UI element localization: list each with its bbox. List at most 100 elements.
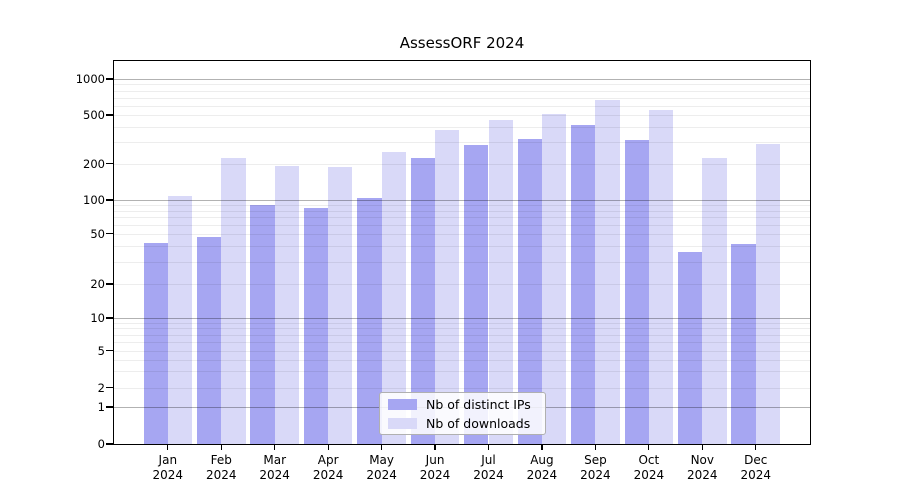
gridline-minor [114, 233, 810, 235]
gridline-minor [114, 350, 810, 352]
bar-downloads-jun [435, 129, 460, 444]
x-tick-mark [274, 444, 276, 450]
bar-downloads-mar [274, 166, 299, 444]
gridline-major [114, 318, 810, 319]
bar-downloads-dec [755, 144, 781, 444]
bar-distinct-ips-mar [250, 205, 275, 444]
x-tick-mark [648, 444, 650, 450]
bar-downloads-oct [648, 110, 674, 444]
x-tick-label-jul: Jul 2024 [473, 453, 504, 482]
gridline-minor [114, 163, 810, 165]
gridline-minor [114, 115, 810, 116]
x-tick-label-feb: Feb 2024 [205, 453, 237, 482]
x-tick-mark [701, 444, 703, 450]
legend-label-distinct-ips: Nb of distinct IPs [426, 396, 531, 412]
bar-distinct-ips-nov [678, 251, 703, 444]
gridline-minor [114, 322, 810, 324]
bar-downloads-sep [595, 99, 620, 444]
gridline-minor [114, 97, 810, 99]
x-tick-label-apr: Apr 2024 [312, 453, 344, 482]
x-tick-label-jan: Jan 2024 [152, 453, 184, 482]
x-tick-label-sep: Sep 2024 [580, 453, 611, 482]
x-tick-label-jun: Jun 2024 [419, 453, 451, 482]
gridline-minor [114, 284, 810, 285]
x-tick-label-aug: Aug 2024 [526, 453, 558, 482]
bar-downloads-jan [167, 195, 193, 444]
x-tick-mark [755, 444, 757, 450]
gridline-minor [114, 245, 810, 247]
gridline-major [114, 79, 810, 80]
gridline-minor [114, 126, 810, 128]
y-tick-mark [106, 199, 114, 201]
bar-distinct-ips-oct [624, 140, 649, 444]
bar-downloads-jul [488, 120, 513, 444]
y-tick-mark [106, 386, 114, 389]
x-tick-mark [487, 444, 490, 450]
y-tick-mark [106, 349, 114, 352]
legend-item-distinct-ips: Nb of distinct IPs [388, 396, 537, 412]
x-tick-label-dec: Dec 2024 [740, 453, 772, 482]
y-tick-mark [106, 232, 114, 235]
gridline-minor [114, 224, 810, 226]
legend-swatch-distinct-ips [388, 398, 417, 410]
x-tick-label-mar: Mar 2024 [259, 453, 290, 482]
bar-distinct-ips-may [357, 197, 382, 444]
chart-title: AssessORF 2024 [399, 34, 525, 52]
y-tick-label: 500 [83, 108, 105, 122]
y-tick-mark [106, 114, 114, 116]
bar-downloads-feb [221, 157, 246, 444]
y-tick-label: 10 [90, 311, 105, 325]
y-tick-label: 50 [90, 226, 105, 241]
gridline-minor [114, 142, 810, 144]
x-tick-mark [167, 444, 169, 450]
y-tick-mark [106, 317, 114, 319]
gridline-minor [114, 90, 810, 92]
x-tick-label-nov: Nov 2024 [687, 453, 718, 482]
x-tick-mark [327, 444, 329, 450]
y-tick-label: 0 [97, 437, 105, 451]
gridline-minor [114, 334, 810, 336]
y-tick-label: 100 [83, 193, 105, 207]
plot-area: Nb of distinct IPs Nb of downloads [113, 60, 811, 445]
y-tick-mark [106, 162, 114, 165]
bar-distinct-ips-jan [143, 243, 168, 444]
y-tick-label: 200 [83, 156, 105, 171]
bar-distinct-ips-apr [303, 208, 329, 444]
bar-downloads-apr [328, 167, 353, 444]
x-tick-mark [220, 444, 222, 450]
y-tick-mark [106, 283, 114, 285]
gridline-minor [114, 84, 810, 86]
legend-label-downloads: Nb of downloads [426, 415, 531, 431]
x-tick-label-oct: Oct 2024 [633, 453, 665, 482]
gridline-minor [114, 210, 810, 212]
gridline-minor [114, 261, 810, 263]
y-tick-label: 20 [90, 277, 105, 291]
bar-downloads-nov [702, 157, 727, 444]
y-tick-mark [106, 443, 114, 445]
x-tick-label-may: May 2024 [366, 453, 397, 482]
x-tick-mark [594, 444, 596, 450]
bar-downloads-aug [541, 114, 567, 444]
y-tick-mark [106, 406, 114, 408]
gridline-minor [114, 205, 810, 207]
legend: Nb of distinct IPs Nb of downloads [379, 392, 546, 435]
x-tick-mark [541, 444, 543, 450]
y-tick-mark [106, 78, 114, 80]
bar-distinct-ips-feb [196, 236, 222, 444]
gridline-minor [114, 328, 810, 330]
gridline-minor [114, 371, 810, 373]
gridline-minor [114, 387, 810, 389]
gridline-minor [114, 359, 810, 361]
legend-item-downloads: Nb of downloads [388, 415, 537, 431]
legend-swatch-downloads [388, 417, 417, 429]
y-tick-label: 1 [97, 400, 105, 414]
gridline-minor [114, 341, 810, 343]
bar-distinct-ips-dec [731, 244, 756, 444]
y-tick-label: 2 [97, 380, 105, 395]
y-tick-label: 5 [97, 343, 105, 358]
gridline-minor [114, 217, 810, 219]
gridline-minor [114, 105, 810, 107]
x-tick-mark [434, 444, 436, 450]
y-tick-label: 1000 [75, 72, 105, 86]
